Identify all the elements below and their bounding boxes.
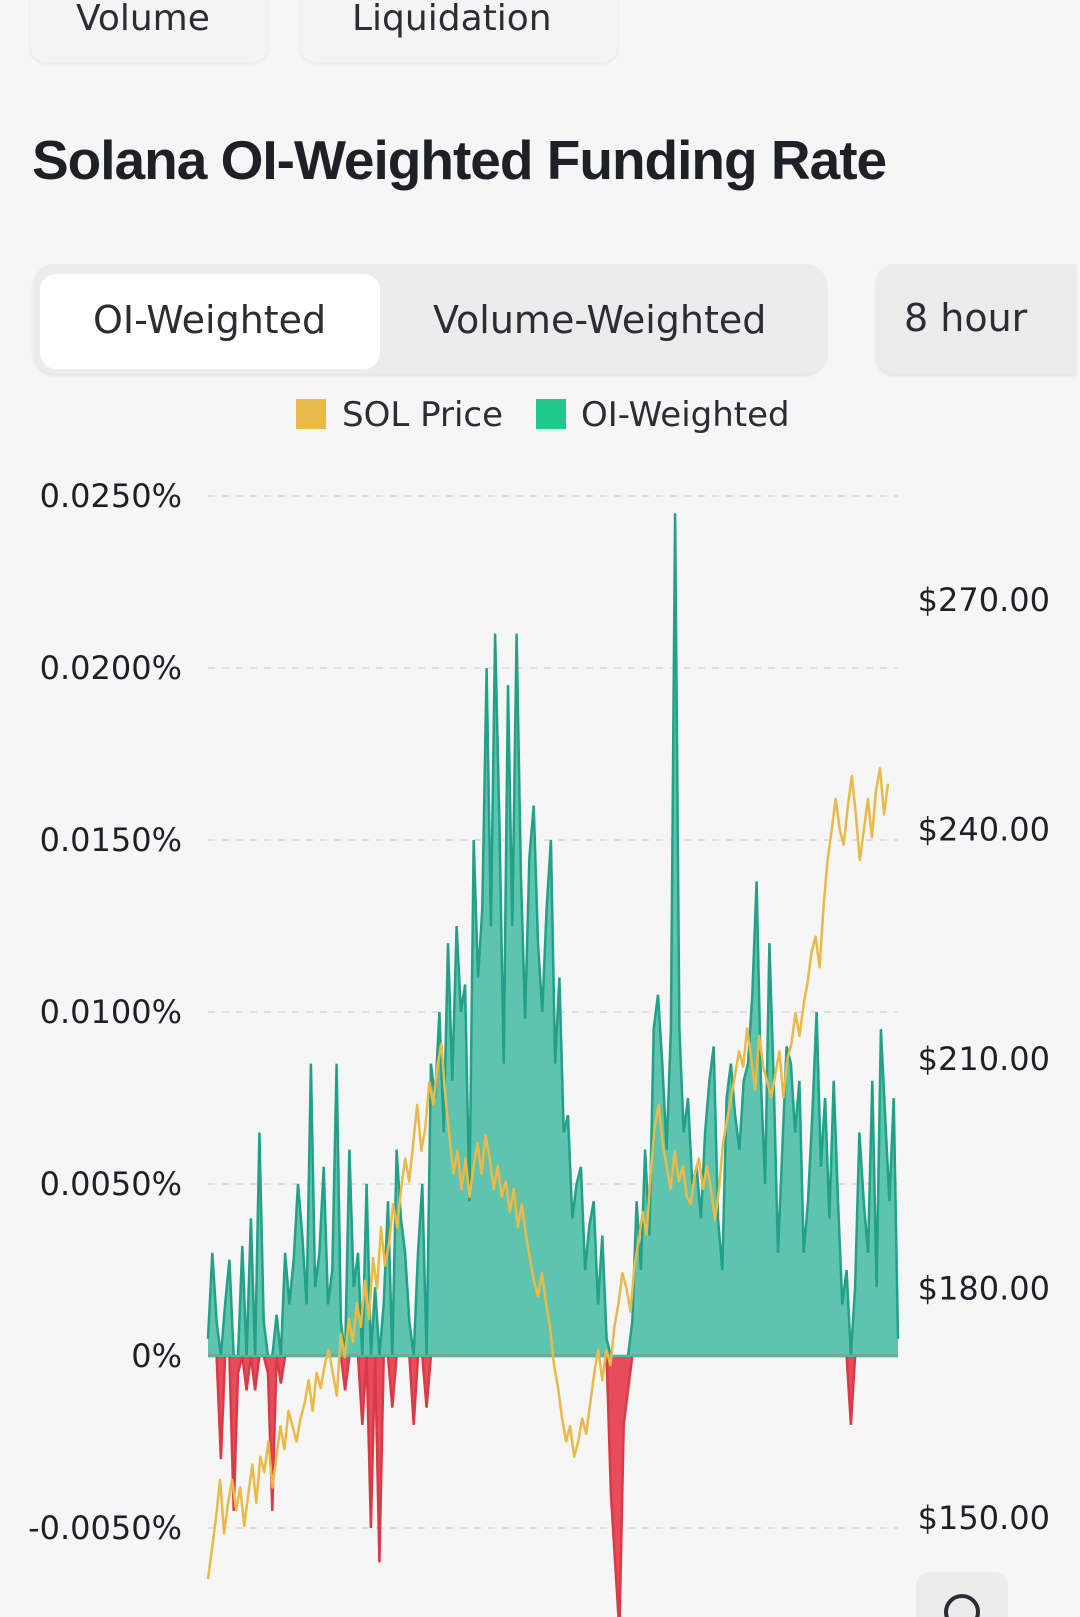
left-axis: 0.0250% 0.0200% 0.0150% 0.0100% 0.0050% 0% -0.… xyxy=(28,477,182,1547)
right-tick-label: $150.00 xyxy=(918,1499,1050,1537)
tab-volume-weighted-label: Volume-Weighted xyxy=(433,298,767,342)
legend-swatch-sol-price xyxy=(296,399,326,429)
right-axis: $270.00 $240.00 $210.00 $180.00 $150.00 xyxy=(918,581,1050,1537)
tab-volume-label: Volume xyxy=(76,0,210,39)
left-tick-label: -0.0050% xyxy=(28,1509,182,1547)
funding-rate-chart: SOL Price OI-Weighted 0.0250% 0.0200% 0.015… xyxy=(28,395,1050,1617)
weighting-segmented-control: OI-Weighted Volume-Weighted xyxy=(33,264,827,374)
left-tick-label: 0.0150% xyxy=(40,821,182,859)
right-tick-label: $270.00 xyxy=(918,581,1050,619)
right-tick-label: $240.00 xyxy=(918,811,1050,849)
oi-weighted-series xyxy=(206,513,900,1617)
legend-label-sol-price: SOL Price xyxy=(342,395,503,435)
right-tick-label: $180.00 xyxy=(918,1270,1050,1308)
tab-oi-weighted-label: OI-Weighted xyxy=(93,298,327,342)
right-tick-label: $210.00 xyxy=(918,1040,1050,1078)
sol-price-line xyxy=(206,767,890,1580)
left-tick-label: 0.0050% xyxy=(40,1165,182,1203)
left-tick-label: 0% xyxy=(131,1337,182,1375)
legend-label-oi-weighted: OI-Weighted xyxy=(581,395,790,435)
oi-weighted-line xyxy=(206,513,900,1358)
tab-liquidation[interactable]: Liquidation xyxy=(300,0,618,62)
tab-volume[interactable]: Volume xyxy=(30,0,268,62)
chart-footer xyxy=(916,1572,1008,1617)
tab-volume-weighted[interactable]: Volume-Weighted xyxy=(385,274,821,369)
interval-select-value: 8 hour xyxy=(904,296,1028,340)
page-title: Solana OI-Weighted Funding Rate xyxy=(32,129,887,191)
left-tick-label: 0.0250% xyxy=(40,477,182,515)
legend-swatch-oi-weighted xyxy=(536,399,566,429)
interval-select[interactable]: 8 hour xyxy=(876,264,1076,374)
tab-liquidation-label: Liquidation xyxy=(352,0,552,39)
tab-oi-weighted[interactable]: OI-Weighted xyxy=(40,274,380,369)
left-tick-label: 0.0100% xyxy=(40,993,182,1031)
gear-icon xyxy=(944,1594,980,1617)
left-tick-label: 0.0200% xyxy=(40,649,182,687)
sol-price-series xyxy=(206,767,890,1580)
oi-weighted-negative-area xyxy=(208,1356,898,1617)
chart-legend: SOL Price OI-Weighted xyxy=(296,395,790,435)
